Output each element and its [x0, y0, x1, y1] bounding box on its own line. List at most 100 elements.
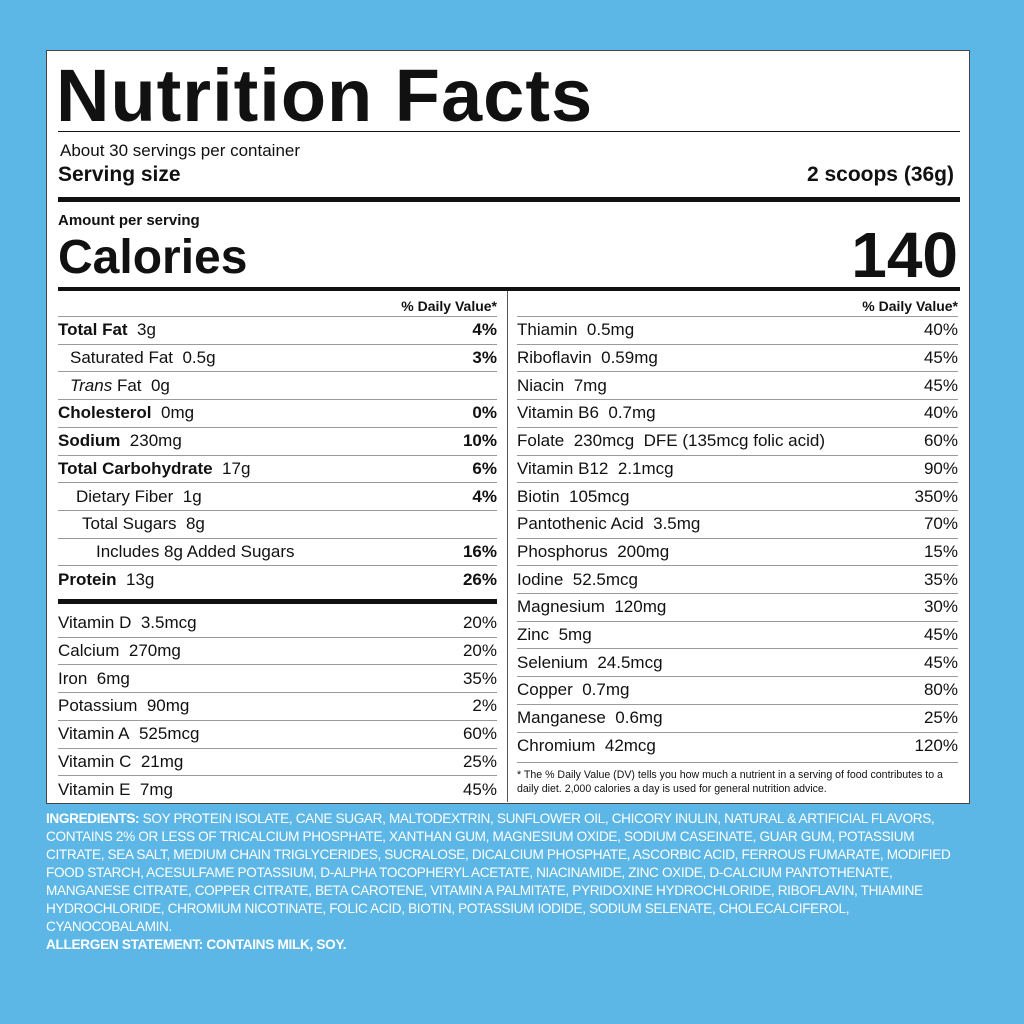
nutrient-row: Calcium 270mg 20% [58, 636, 497, 665]
nutrient: Thiamin 0.5mg [517, 320, 634, 340]
servings: About 30 servings per container [60, 141, 301, 160]
nutrient-row: Iron 6mg 35% [58, 664, 497, 692]
nutrient-row: Trans Fat 0g [58, 371, 497, 399]
nutrient-amount: 13g [126, 569, 155, 589]
daily-value: 6% [472, 458, 497, 478]
nutrient: Sodium 230mg [58, 431, 182, 451]
nutrient-amount: 8g [185, 514, 205, 534]
nutrient: Total Sugars 8g [58, 514, 205, 534]
daily-value: 80% [923, 680, 958, 700]
nutrient-amount: 90mg [146, 696, 190, 716]
nutrient: Chromium 42mcg [517, 736, 656, 756]
nutrient-name: Niacin [517, 375, 565, 395]
nutrient-row: Total Carbohydrate 17g 6% [58, 454, 497, 483]
nutrient-row: Chromium 42mcg 120% [517, 731, 958, 760]
serving-size-value: 2 scoops (36g) [806, 163, 954, 186]
nutrient: Phosphorus 200mg [517, 542, 669, 562]
nutrient-amount: 5mg [558, 625, 592, 645]
nutrient-amount: 525mcg [138, 724, 200, 744]
nutrient-amount: 0g [150, 375, 170, 395]
nutrient-amount: 17g [222, 458, 251, 478]
nutrient-amount: 230mcg DFE (135mcg folic acid) [573, 431, 826, 451]
nutrient-name: Calcium [58, 641, 120, 661]
nutrient-name: Total Carbohydrate [58, 458, 213, 478]
ingredients-text: SOY PROTEIN ISOLATE, CANE SUGAR, MALTODE… [46, 811, 951, 934]
nutrient: Niacin 7mg [517, 376, 607, 396]
nutrient: Vitamin C 21mg [58, 752, 183, 772]
daily-value: 15% [923, 541, 958, 561]
nutrient-name: Folate [517, 431, 565, 451]
nutrient-amount: 105mcg [568, 486, 630, 506]
nutrient-row: Vitamin B12 2.1mcg 90% [517, 454, 958, 483]
nutrient: Iodine 52.5mcg [517, 570, 638, 590]
nutrient-name: Fat [116, 375, 142, 395]
nutrient-row: Cholesterol 0mg 0% [58, 399, 497, 427]
nutrient-amount: 6mg [96, 668, 130, 688]
nutrient-row: Vitamin E 7mg 45% [58, 775, 497, 803]
nutrient-row: Magnesium 120mg 30% [517, 593, 958, 621]
nutrient-name: Saturated Fat [70, 348, 174, 368]
nutrient-amount: 0.5g [182, 348, 216, 368]
nutrient-amount: 21mg [140, 751, 184, 771]
nutrient-amount: 7mg [139, 779, 173, 799]
nutrient-row: Pantothenic Acid 3.5mg 70% [517, 509, 958, 538]
nutrient-amount: 270mg [128, 641, 181, 661]
nutrient: Saturated Fat 0.5g [58, 348, 216, 368]
nutrient-amount: 0.7mg [582, 680, 630, 700]
nutrient-prefix: Trans [70, 375, 113, 395]
nutrient: Calcium 270mg [58, 641, 181, 661]
nutrient-amount: 3.5mg [653, 514, 701, 534]
nutrient: Vitamin B6 0.7mg [517, 403, 656, 423]
nutrient: Vitamin B12 2.1mcg [517, 459, 674, 479]
nutrient: Vitamin D 3.5mcg [58, 613, 197, 633]
column-divider [507, 291, 508, 802]
daily-value: 10% [462, 431, 497, 451]
nutrient: Riboflavin 0.59mg [517, 348, 658, 368]
daily-value: 45% [923, 348, 958, 368]
nutrient-amount: 0.5mg [586, 320, 635, 340]
nutrient-amount: 2.1mcg [617, 458, 674, 478]
nutrient-amount: 52.5mcg [572, 569, 638, 589]
thick-divider [58, 599, 497, 604]
daily-value: 45% [462, 779, 497, 799]
nutrient-row: Manganese 0.6mg 25% [517, 703, 958, 732]
daily-value: 4% [472, 486, 497, 506]
nutrient-row: Zinc 5mg 45% [517, 620, 958, 649]
nutrient-amount: 0mg [160, 403, 195, 423]
nutrient: Zinc 5mg [517, 625, 592, 645]
nutrient-row: Sodium 230mg 10% [58, 426, 497, 455]
nutrient-amount: 3g [137, 320, 156, 340]
nutrient-row: Folate 230mcg DFE (135mcg folic acid) 60% [517, 426, 958, 455]
nutrient-name: Pantothenic Acid [517, 514, 644, 534]
daily-value: 45% [923, 375, 958, 395]
nutrient-name: Vitamin B6 [517, 403, 599, 423]
nutrient-row: Saturated Fat 0.5g 3% [58, 343, 497, 372]
nutrient-row: Riboflavin 0.59mg 45% [517, 343, 958, 372]
nutrient-name: Biotin [517, 486, 560, 506]
nutrient-name: Copper [517, 680, 573, 700]
nutrient-name: Vitamin E [58, 779, 131, 799]
nutrient-name: Vitamin A [58, 724, 130, 744]
serving-size-label: Serving size [58, 163, 181, 186]
nutrient-row: Vitamin D 3.5mcg 20% [58, 609, 497, 637]
nutrient: Total Carbohydrate 17g [58, 459, 250, 479]
nutrient-amount: 7mg [573, 375, 607, 395]
daily-value: 25% [462, 751, 497, 771]
nutrient: Protein 13g [58, 570, 154, 590]
calories-value: 140 [851, 219, 958, 291]
nutrient: Selenium 24.5mcg [517, 653, 663, 673]
nutrient: Dietary Fiber 1g [58, 487, 202, 507]
ingredients-label: INGREDIENTS: [46, 811, 140, 826]
nutrient-name: Zinc [517, 625, 550, 645]
nutrient-amount: 42mcg [604, 735, 656, 755]
nutrient-amount: 200mg [617, 541, 670, 561]
nutrient-name: Selenium [517, 652, 588, 672]
daily-value: 40% [923, 403, 958, 423]
daily-value: 70% [923, 514, 958, 534]
nutrient-amount: 1g [182, 486, 202, 506]
nutrient-name: Manganese [517, 708, 606, 728]
nutrient-row: Selenium 24.5mcg 45% [517, 648, 958, 676]
footnote: * The % Daily Value (DV) tells you how m… [517, 762, 958, 796]
nutrient-name: Dietary Fiber [76, 486, 174, 506]
nutrient-name: Potassium [58, 696, 138, 716]
